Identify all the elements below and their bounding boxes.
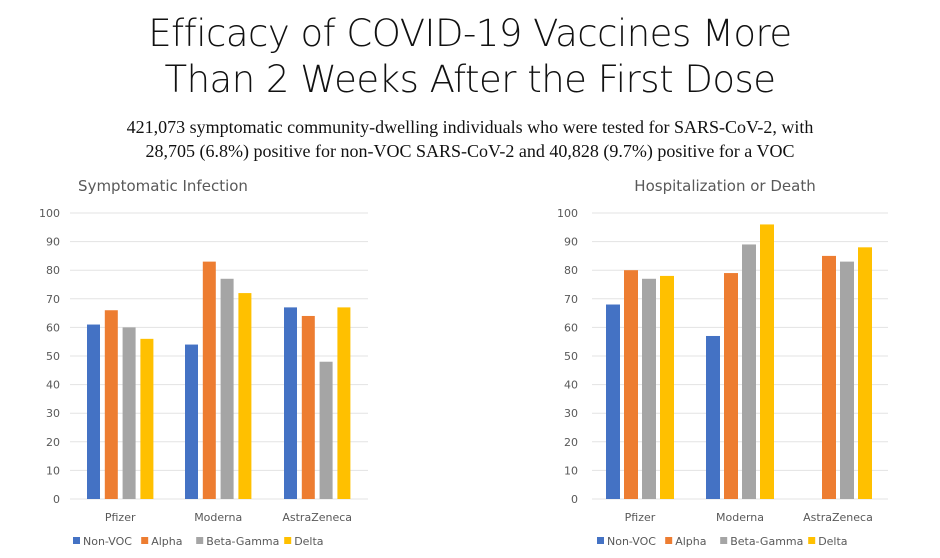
bar-alpha-pfizer [624,270,638,499]
bar-delta-astrazeneca [858,247,872,499]
y-tick-label: 50 [46,350,60,363]
y-tick-label: 60 [46,321,60,334]
legend-swatch [808,537,816,544]
legend-label: Non-VOC [607,535,656,548]
y-tick-label: 80 [46,264,60,277]
y-tick-label: 60 [564,321,578,334]
legend-label: Alpha [151,535,182,548]
bar-alpha-moderna [724,273,738,499]
legend-swatch [597,537,604,544]
legend-label: Alpha [675,535,706,548]
x-category-label: Moderna [716,511,764,524]
bar-non-voc-moderna [185,344,198,499]
bar-non-voc-pfizer [87,324,100,499]
y-tick-label: 90 [564,236,578,249]
legend-label: Beta-Gamma [206,535,279,548]
y-tick-label: 40 [46,379,60,392]
bar-beta-gamma-astrazeneca [840,261,854,499]
y-tick-label: 50 [564,350,578,363]
x-category-label: Moderna [194,511,242,524]
y-tick-label: 10 [46,464,60,477]
chart-title: Hospitalization or Death [634,177,815,195]
bar-non-voc-moderna [706,335,720,499]
bar-alpha-astrazeneca [301,315,315,499]
legend-swatch [196,537,204,544]
y-tick-label: 20 [564,436,578,449]
x-category-label: Pfizer [625,511,656,524]
y-tick-label: 80 [564,264,578,277]
y-tick-label: 30 [564,407,578,420]
page-title-line-1: Efficacy of COVID-19 Vaccines More [148,12,792,55]
legend-swatch [720,537,728,544]
subtitle-line-1: 421,073 symptomatic community-dwelling i… [126,117,814,137]
bar-beta-gamma-moderna [220,278,234,499]
x-category-label: Pfizer [105,511,136,524]
bar-beta-gamma-moderna [742,244,756,499]
bar-beta-gamma-pfizer [642,278,656,499]
chart-title: Symptomatic Infection [78,177,248,195]
y-tick-label: 70 [46,293,60,306]
y-tick-label: 100 [557,207,578,220]
bar-non-voc-pfizer [606,304,620,499]
y-tick-label: 0 [571,493,578,506]
bar-beta-gamma-astrazeneca [319,361,333,499]
y-tick-label: 70 [564,293,578,306]
y-tick-label: 30 [46,407,60,420]
bar-delta-astrazeneca [337,307,351,499]
x-category-label: AstraZeneca [803,511,873,524]
y-tick-label: 0 [53,493,60,506]
legend-swatch [73,537,80,544]
bar-beta-gamma-pfizer [122,327,136,499]
legend-swatch [141,537,149,544]
legend-label: Delta [294,535,323,548]
bar-delta-pfizer [140,338,154,499]
page-title-line-2: Than 2 Weeks After the First Dose [164,58,776,101]
y-tick-label: 10 [564,464,578,477]
y-tick-label: 90 [46,236,60,249]
legend-swatch [284,537,292,544]
y-tick-label: 100 [39,207,60,220]
bar-alpha-pfizer [104,310,118,499]
bar-delta-moderna [238,293,252,499]
bar-non-voc-astrazeneca [284,307,297,499]
legend-label: Non-VOC [83,535,132,548]
legend-label: Delta [818,535,847,548]
x-category-label: AstraZeneca [282,511,352,524]
bar-alpha-moderna [202,261,216,499]
subtitle-line-2: 28,705 (6.8%) positive for non-VOC SARS-… [145,141,795,161]
y-tick-label: 40 [564,379,578,392]
legend-label: Beta-Gamma [730,535,803,548]
bar-delta-moderna [760,224,774,499]
bar-alpha-astrazeneca [822,255,836,499]
y-tick-label: 20 [46,436,60,449]
bar-delta-pfizer [660,275,674,499]
legend-swatch [665,537,673,544]
